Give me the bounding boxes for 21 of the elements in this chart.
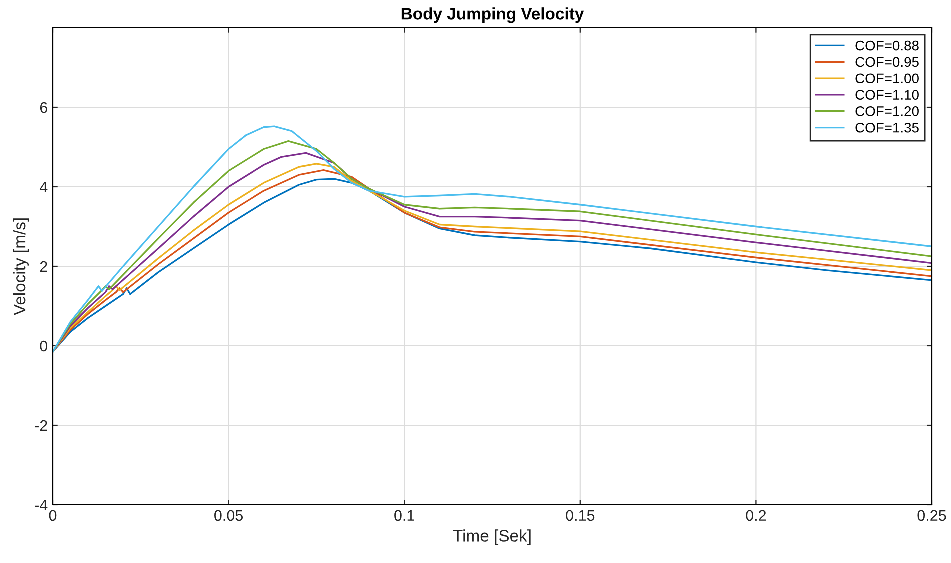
y-tick-label: 4 <box>40 182 48 193</box>
legend-label: COF=1.35 <box>856 122 919 133</box>
x-tick-label: 0 <box>49 510 57 522</box>
chart-title: Body Jumping Velocity <box>402 8 584 24</box>
legend-label: COF=1.00 <box>856 74 919 84</box>
y-tick-label: 6 <box>40 102 48 114</box>
y-tick-label: 0 <box>40 340 48 352</box>
legend-label: COF=1.10 <box>856 90 919 100</box>
x-tick-label: 0.2 <box>746 510 766 522</box>
x-axis-title: Time [Sek] <box>453 530 531 546</box>
x-tick-label: 0.1 <box>394 510 414 522</box>
x-tick-label: 0.05 <box>214 510 244 522</box>
legend-label: COF=0.95 <box>856 57 919 68</box>
y-tick-label: -2 <box>35 420 48 432</box>
legend-label: COF=0.88 <box>856 40 919 51</box>
y-tick-label: -4 <box>35 500 48 511</box>
legend-label: COF=1.20 <box>856 106 919 116</box>
x-tick-label: 0.25 <box>918 510 946 522</box>
y-tick-label: 2 <box>40 261 48 272</box>
y-axis-title: Velocity [m/s] <box>13 218 29 316</box>
x-tick-label: 0.15 <box>566 510 595 522</box>
